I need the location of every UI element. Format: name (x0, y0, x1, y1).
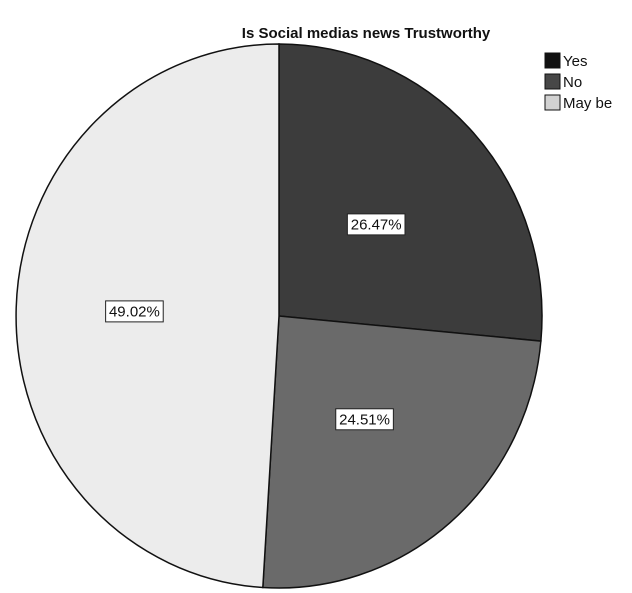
data-label-may-be: 49.02% (105, 300, 164, 323)
legend-label: No (563, 74, 582, 91)
legend-label: May be (563, 95, 612, 112)
legend-label: Yes (563, 53, 587, 70)
data-label-text: 49.02% (109, 303, 160, 320)
data-label-box (335, 408, 394, 431)
data-label-text: 26.47% (351, 216, 402, 233)
legend-swatch (544, 52, 561, 69)
data-label-box (105, 300, 164, 323)
data-label-no: 24.51% (335, 408, 394, 431)
legend: Yes No May be (544, 52, 612, 112)
data-label-text: 24.51% (339, 411, 390, 428)
pie-slices (15, 43, 543, 589)
pie-slice-no (262, 315, 542, 589)
legend-item-no: No (544, 73, 582, 91)
data-label-yes: 26.47% (346, 213, 406, 236)
legend-item-yes: Yes (544, 52, 587, 70)
chart-title: Is Social medias news Trustworthy (242, 25, 491, 42)
data-labels: 26.47% 24.51% 49.02% (105, 213, 406, 431)
legend-swatch (544, 73, 561, 90)
legend-item-may-be: May be (544, 94, 612, 112)
legend-swatch (544, 94, 561, 111)
data-label-box (346, 213, 406, 236)
pie-slice-yes (278, 43, 543, 342)
